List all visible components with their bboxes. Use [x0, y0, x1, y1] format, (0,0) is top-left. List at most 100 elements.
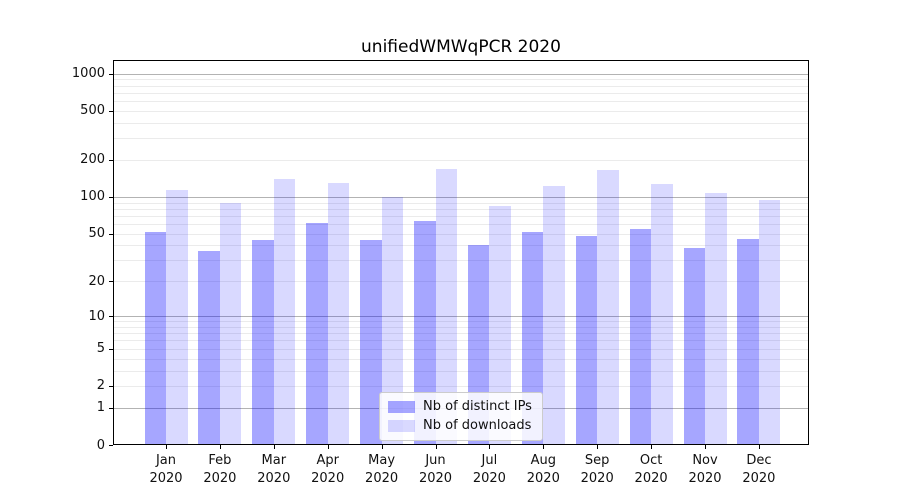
bar-downloads-aug: [543, 186, 565, 445]
y-tick-label: 2: [96, 378, 105, 394]
y-gridline-major: [114, 196, 808, 198]
bar-downloads-apr: [327, 182, 350, 445]
y-tick-mark: [109, 445, 113, 446]
bar-distinct-ips-nov: [683, 248, 705, 445]
y-tick-label: 500: [80, 103, 105, 119]
y-tick-label: 20: [88, 273, 105, 289]
x-tick-label: Feb 2020: [203, 453, 237, 486]
legend-item-downloads: Nb of downloads: [388, 418, 532, 434]
x-tick-mark: [705, 445, 706, 449]
bar-downloads-nov: [705, 192, 727, 445]
bar-distinct-ips-jun: [414, 221, 436, 445]
y-tick-mark: [109, 281, 113, 283]
x-tick-mark: [758, 445, 760, 449]
legend: Nb of distinct IPs Nb of downloads: [379, 392, 543, 441]
y-gridline-minor: [114, 85, 808, 87]
y-tick-mark: [109, 233, 113, 235]
bar-distinct-ips-feb: [198, 250, 220, 445]
bar-downloads-jun: [435, 169, 457, 445]
y-tick-label: 1: [96, 400, 105, 416]
y-gridline-minor: [114, 92, 808, 94]
x-tick-label: Jun 2020: [418, 453, 453, 486]
y-tick-label: 50: [88, 226, 105, 242]
chart-title: unifiedWMWqPCR 2020: [361, 37, 561, 57]
bar-distinct-ips-may: [360, 240, 382, 445]
x-tick-label: Mar 2020: [257, 453, 291, 486]
bar-downloads-feb: [219, 202, 242, 445]
y-tick-mark: [109, 73, 113, 75]
legend-label-distinct-ips: Nb of distinct IPs: [423, 399, 532, 414]
bar-downloads-jan: [166, 190, 188, 445]
bar-downloads-mar: [273, 178, 296, 445]
x-tick-mark: [381, 445, 383, 449]
x-tick-mark: [327, 445, 329, 449]
y-gridline-major: [114, 73, 808, 75]
y-gridline-minor: [114, 159, 808, 161]
legend-label-downloads: Nb of downloads: [423, 418, 532, 433]
y-gridline-major: [114, 316, 808, 318]
x-tick-label: Apr 2020: [311, 453, 345, 486]
bar-distinct-ips-apr: [306, 223, 328, 445]
y-gridline-minor: [114, 333, 808, 335]
y-tick-label: 200: [80, 152, 105, 168]
y-gridline-minor: [114, 348, 808, 350]
x-tick-mark: [219, 445, 221, 449]
y-gridline-minor: [114, 281, 808, 283]
y-tick-mark: [109, 110, 113, 112]
y-tick-label: 5: [96, 341, 105, 357]
y-gridline-minor: [114, 122, 808, 124]
y-tick-mark: [109, 385, 113, 387]
x-tick-label: May 2020: [365, 453, 399, 486]
y-gridline-minor: [114, 233, 808, 235]
x-tick-mark: [651, 445, 653, 449]
y-tick-mark: [109, 196, 113, 198]
y-tick-mark: [109, 159, 113, 161]
y-gridline-minor: [114, 101, 808, 102]
y-gridline-minor: [114, 321, 808, 323]
y-gridline-minor: [114, 358, 808, 360]
y-gridline-minor: [114, 138, 808, 140]
bar-downloads-sep: [597, 169, 619, 445]
x-tick-mark: [166, 445, 167, 449]
bar-downloads-dec: [758, 200, 781, 445]
y-gridline-minor: [114, 79, 808, 81]
y-gridline-minor: [114, 370, 808, 372]
bar-downloads-may: [381, 197, 404, 445]
y-gridline-minor: [114, 326, 808, 328]
x-tick-mark: [543, 445, 545, 449]
bar-distinct-ips-aug: [521, 231, 544, 445]
x-tick-label: Dec 2020: [742, 453, 776, 486]
x-tick-label: Aug 2020: [526, 453, 560, 486]
y-gridline-minor: [114, 215, 808, 217]
legend-swatch-distinct-ips: [388, 401, 415, 413]
bar-downloads-jul: [489, 205, 511, 445]
x-tick-mark: [273, 445, 275, 449]
y-gridline-minor: [114, 340, 808, 342]
y-tick-mark: [109, 316, 113, 318]
plot-area: 0 1 2 5 10 20 50 100 200 500 1000 Jan 2020 Feb 2020 M…: [72, 60, 809, 486]
y-gridline-minor: [114, 224, 808, 225]
y-tick-label: 0: [96, 437, 105, 453]
bar-distinct-ips-dec: [737, 239, 759, 445]
x-tick-label: Nov 2020: [688, 453, 722, 486]
x-tick-label: Jul 2020: [472, 453, 506, 486]
y-gridline-minor: [114, 202, 808, 204]
legend-swatch-downloads: [388, 420, 415, 432]
y-tick-label: 10: [88, 308, 105, 324]
y-gridline-minor: [114, 385, 808, 387]
x-tick-label: Oct 2020: [634, 453, 668, 486]
legend-item-distinct-ips: Nb of distinct IPs: [388, 399, 532, 415]
y-tick-label: 1000: [71, 66, 105, 81]
bar-downloads-oct: [651, 183, 673, 445]
y-gridline-minor: [114, 110, 808, 112]
x-tick-mark: [597, 445, 599, 449]
y-tick-mark: [109, 407, 113, 409]
y-tick-mark: [109, 348, 113, 350]
bar-distinct-ips-oct: [629, 228, 652, 445]
bar-distinct-ips-jan: [144, 231, 166, 445]
x-tick-label: Sep 2020: [580, 453, 614, 486]
x-tick-label: Jan 2020: [149, 453, 183, 486]
x-tick-mark: [435, 445, 437, 449]
bar-distinct-ips-mar: [252, 240, 274, 445]
